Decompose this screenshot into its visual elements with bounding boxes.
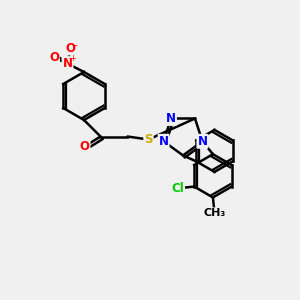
Text: +: +	[69, 54, 76, 63]
Text: S: S	[144, 133, 153, 146]
Text: N: N	[197, 135, 207, 148]
Text: Cl: Cl	[171, 182, 184, 195]
Text: N: N	[62, 57, 73, 70]
Text: O: O	[80, 140, 90, 154]
Text: N: N	[159, 135, 169, 148]
Text: O: O	[65, 41, 76, 55]
Text: CH₃: CH₃	[203, 208, 226, 218]
Text: -: -	[74, 40, 78, 50]
Text: O: O	[49, 51, 59, 64]
Text: N: N	[166, 112, 176, 125]
